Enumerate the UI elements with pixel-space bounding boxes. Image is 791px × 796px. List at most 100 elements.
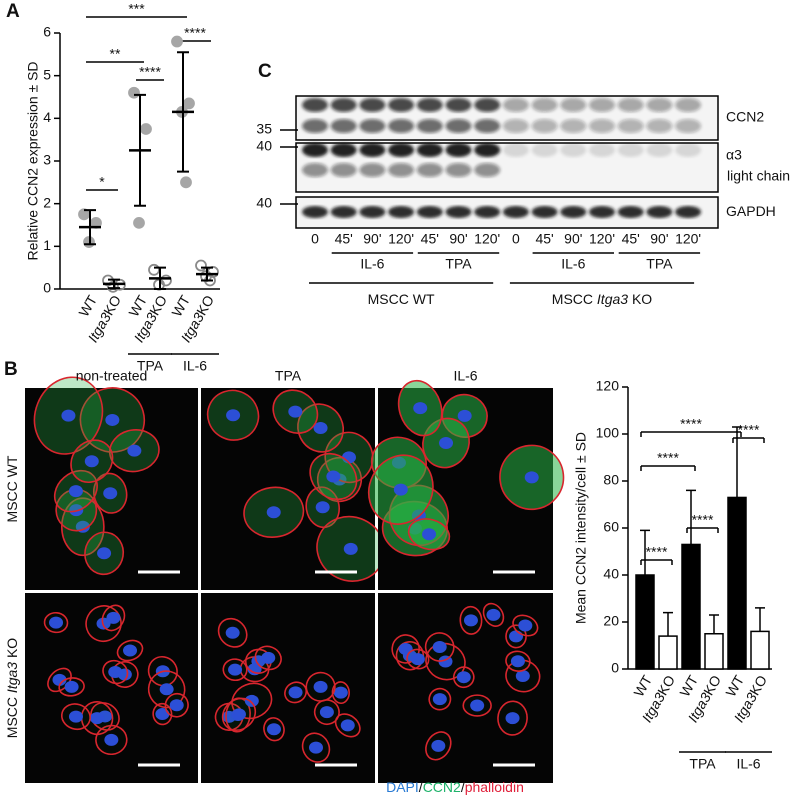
nucleus <box>432 640 447 653</box>
blot-band <box>416 98 443 112</box>
blot-band <box>445 206 472 218</box>
blot-band <box>359 163 386 177</box>
error-bar <box>108 278 120 290</box>
cell <box>231 682 273 720</box>
blot-band <box>474 143 501 157</box>
blot-band <box>675 119 702 133</box>
cell <box>406 648 430 670</box>
blot-band <box>330 163 357 177</box>
blot-band <box>646 206 673 218</box>
cell <box>482 602 505 627</box>
nucleus <box>308 741 323 754</box>
y-tick-label: 80 <box>603 472 619 488</box>
cell <box>101 604 126 632</box>
y-tick-label: 5 <box>43 66 51 82</box>
group-label: IL-6 <box>736 756 760 772</box>
treatment-label: TPA <box>445 256 472 272</box>
error-bar <box>709 614 719 634</box>
data-point <box>171 35 183 48</box>
blot-band <box>589 98 615 112</box>
y-tick-label: 40 <box>603 566 619 582</box>
blot-band <box>445 98 472 112</box>
lane-label: 90' <box>650 231 668 247</box>
nucleus <box>457 409 472 422</box>
blot-band <box>560 98 587 112</box>
cell-line-label-part: KO <box>628 291 652 307</box>
cell <box>428 687 452 711</box>
blot-band <box>617 98 644 112</box>
bar <box>681 543 701 670</box>
blot-band <box>502 98 529 112</box>
blot-label: CCN2 <box>726 109 764 125</box>
column-label: non-treated <box>76 368 148 384</box>
cell <box>116 639 144 662</box>
lane-label: 45' <box>421 231 439 247</box>
blot-band <box>359 143 386 157</box>
cell <box>512 614 539 637</box>
blot-band <box>531 119 558 133</box>
blot-band <box>531 143 558 157</box>
significance-label: **** <box>139 64 161 80</box>
data-point <box>140 123 152 135</box>
nucleus <box>169 699 184 712</box>
error-bar <box>640 529 650 575</box>
micrograph <box>378 593 553 783</box>
nucleus <box>90 712 105 725</box>
blot-band <box>330 206 357 218</box>
error-bar <box>134 93 146 207</box>
stain-legend-part: CCN2 <box>423 779 461 795</box>
blot-band <box>675 98 702 112</box>
cell <box>60 703 91 731</box>
blot-band <box>302 143 328 157</box>
blot-band <box>474 163 501 177</box>
blot-band <box>388 119 415 133</box>
data-point <box>133 216 145 229</box>
cell-line-label: MSCC WT <box>368 291 435 307</box>
nucleus <box>515 669 530 682</box>
nucleus <box>313 680 328 693</box>
blot-band <box>675 206 702 218</box>
significance-label: *** <box>128 1 145 17</box>
cell <box>313 699 340 726</box>
significance-label: **** <box>646 544 668 560</box>
nucleus <box>266 723 281 736</box>
lane-label: 0 <box>512 231 520 247</box>
cell <box>462 694 492 717</box>
bar <box>635 574 655 670</box>
data-point <box>148 263 160 276</box>
column-label: IL-6 <box>453 368 477 384</box>
nucleus <box>61 409 76 422</box>
nucleus <box>315 501 330 514</box>
cell <box>425 731 452 761</box>
significance-label: **** <box>738 422 760 438</box>
blot-band <box>474 206 501 218</box>
nucleus <box>106 611 121 624</box>
column-label: TPA <box>275 368 302 384</box>
marker-label: 40 <box>256 138 272 154</box>
nucleus <box>505 712 520 725</box>
nucleus <box>343 542 358 555</box>
cell <box>395 641 425 671</box>
blot-band <box>445 143 472 157</box>
nucleus <box>84 455 99 468</box>
y-tick-label: 120 <box>596 378 620 394</box>
nucleus <box>431 739 446 752</box>
nucleus <box>266 506 281 519</box>
cell <box>305 671 336 702</box>
nucleus <box>108 666 123 679</box>
nucleus <box>231 708 246 721</box>
significance-label: **** <box>657 450 679 466</box>
y-tick-label: 4 <box>43 109 51 125</box>
micrograph <box>25 376 198 590</box>
blot-band <box>589 143 615 157</box>
blot-band <box>330 143 357 157</box>
lane-label: 120' <box>589 231 615 247</box>
cell <box>85 605 122 643</box>
blot-band <box>474 119 501 133</box>
nucleus <box>410 653 425 666</box>
row-label: MSCC WT <box>4 455 20 522</box>
panel-letter: C <box>258 61 272 82</box>
micrograph <box>25 593 198 783</box>
y-tick-label: 0 <box>611 660 619 676</box>
